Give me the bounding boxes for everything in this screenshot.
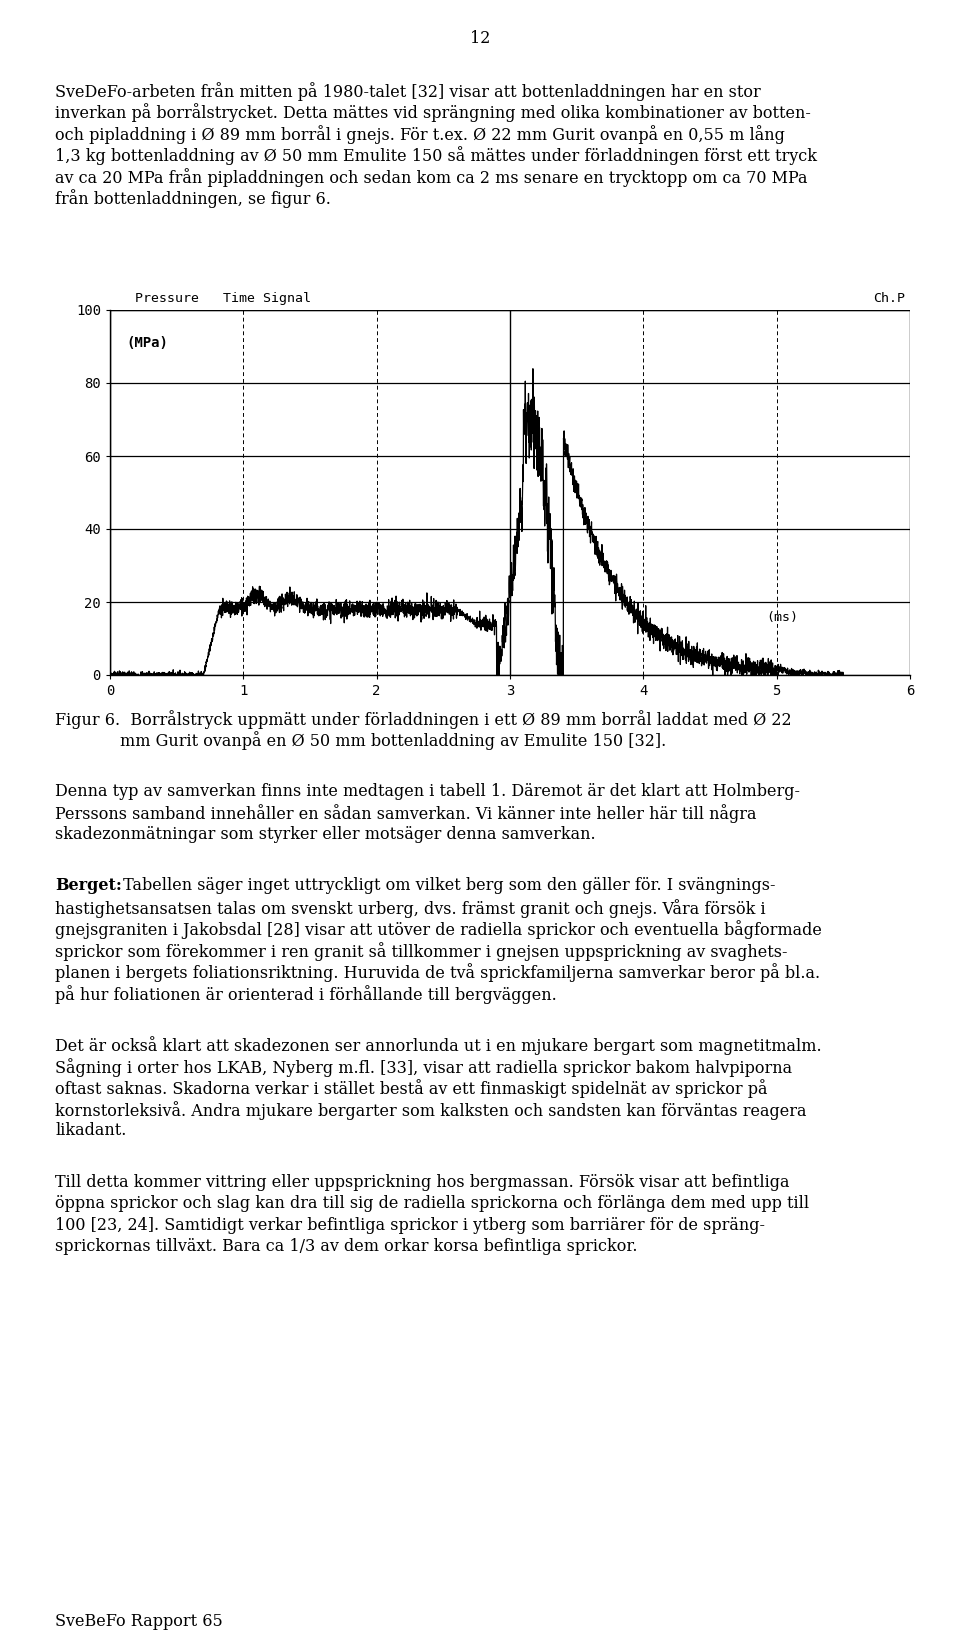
Text: skadezonmätningar som styrker eller motsäger denna samverkan.: skadezonmätningar som styrker eller mots… (55, 825, 595, 843)
Text: (ms): (ms) (766, 610, 798, 624)
Text: Denna typ av samverkan finns inte medtagen i tabell 1. Däremot är det klart att : Denna typ av samverkan finns inte medtag… (55, 783, 800, 801)
Text: Pressure   Time Signal: Pressure Time Signal (135, 292, 311, 305)
Text: Tabellen säger inget uttryckligt om vilket berg som den gäller för. I svängnings: Tabellen säger inget uttryckligt om vilk… (118, 878, 776, 894)
Text: från bottenladdningen, se figur 6.: från bottenladdningen, se figur 6. (55, 189, 331, 208)
Text: öppna sprickor och slag kan dra till sig de radiella sprickorna och förlänga dem: öppna sprickor och slag kan dra till sig… (55, 1196, 809, 1213)
Text: och pipladdning i Ø 89 mm borrål i gnejs. För t.ex. Ø 22 mm Gurit ovanpå en 0,55: och pipladdning i Ø 89 mm borrål i gnejs… (55, 125, 785, 144)
Text: (MPa): (MPa) (126, 335, 168, 350)
Text: SveBeFo Rapport 65: SveBeFo Rapport 65 (55, 1613, 223, 1630)
Text: 1,3 kg bottenladdning av Ø 50 mm Emulite 150 så mättes under förladdningen först: 1,3 kg bottenladdning av Ø 50 mm Emulite… (55, 146, 817, 166)
Text: Sågning i orter hos LKAB, Nyberg m.fl. [33], visar att radiella sprickor bakom h: Sågning i orter hos LKAB, Nyberg m.fl. [… (55, 1058, 792, 1076)
Text: på hur foliationen är orienterad i förhållande till bergväggen.: på hur foliationen är orienterad i förhå… (55, 985, 557, 1004)
Text: Figur 6.  Borrålstryck uppmätt under förladdningen i ett Ø 89 mm borrål laddat m: Figur 6. Borrålstryck uppmätt under förl… (55, 711, 792, 729)
Text: mm Gurit ovanpå en Ø 50 mm bottenladdning av Emulite 150 [32].: mm Gurit ovanpå en Ø 50 mm bottenladdnin… (120, 732, 666, 750)
Text: planen i bergets foliationsriktning. Huruvida de två sprickfamiljerna samverkar : planen i bergets foliationsriktning. Hur… (55, 963, 820, 983)
Text: SveDeFo-arbeten från mitten på 1980-talet [32] visar att bottenladdningen har en: SveDeFo-arbeten från mitten på 1980-tale… (55, 82, 760, 100)
Text: likadant.: likadant. (55, 1122, 127, 1139)
Text: Berget:: Berget: (55, 878, 122, 894)
Text: Till detta kommer vittring eller uppsprickning hos bergmassan. Försök visar att : Till detta kommer vittring eller uppspri… (55, 1173, 789, 1191)
Text: 100 [23, 24]. Samtidigt verkar befintliga sprickor i ytberg som barriärer för de: 100 [23, 24]. Samtidigt verkar befintlig… (55, 1218, 765, 1234)
Text: sprickor som förekommer i ren granit så tillkommer i gnejsen uppsprickning av sv: sprickor som förekommer i ren granit så … (55, 942, 787, 962)
Text: Ch.P: Ch.P (873, 292, 905, 305)
Text: Det är också klart att skadezonen ser annorlunda ut i en mjukare bergart som mag: Det är också klart att skadezonen ser an… (55, 1037, 822, 1055)
Text: oftast saknas. Skadorna verkar i stället bestå av ett finmaskigt spidelnät av sp: oftast saknas. Skadorna verkar i stället… (55, 1080, 767, 1098)
Text: Perssons samband innehåller en sådan samverkan. Vi känner inte heller här till n: Perssons samband innehåller en sådan sam… (55, 804, 756, 824)
Text: hastighetsansatsen talas om svenskt urberg, dvs. främst granit och gnejs. Våra f: hastighetsansatsen talas om svenskt urbe… (55, 899, 766, 917)
Text: sprickornas tillväxt. Bara ca 1/3 av dem orkar korsa befintliga sprickor.: sprickornas tillväxt. Bara ca 1/3 av dem… (55, 1239, 637, 1255)
Text: gnejsgraniten i Jakobsdal [28] visar att utöver de radiella sprickor och eventue: gnejsgraniten i Jakobsdal [28] visar att… (55, 921, 822, 939)
Text: av ca 20 MPa från pipladdningen och sedan kom ca 2 ms senare en trycktopp om ca : av ca 20 MPa från pipladdningen och seda… (55, 167, 807, 187)
Text: 12: 12 (469, 30, 491, 48)
Text: kornstorleksivå. Andra mjukare bergarter som kalksten och sandsten kan förväntas: kornstorleksivå. Andra mjukare bergarter… (55, 1101, 806, 1119)
Text: inverkan på borrålstrycket. Detta mättes vid sprängning med olika kombinationer : inverkan på borrålstrycket. Detta mättes… (55, 103, 811, 123)
